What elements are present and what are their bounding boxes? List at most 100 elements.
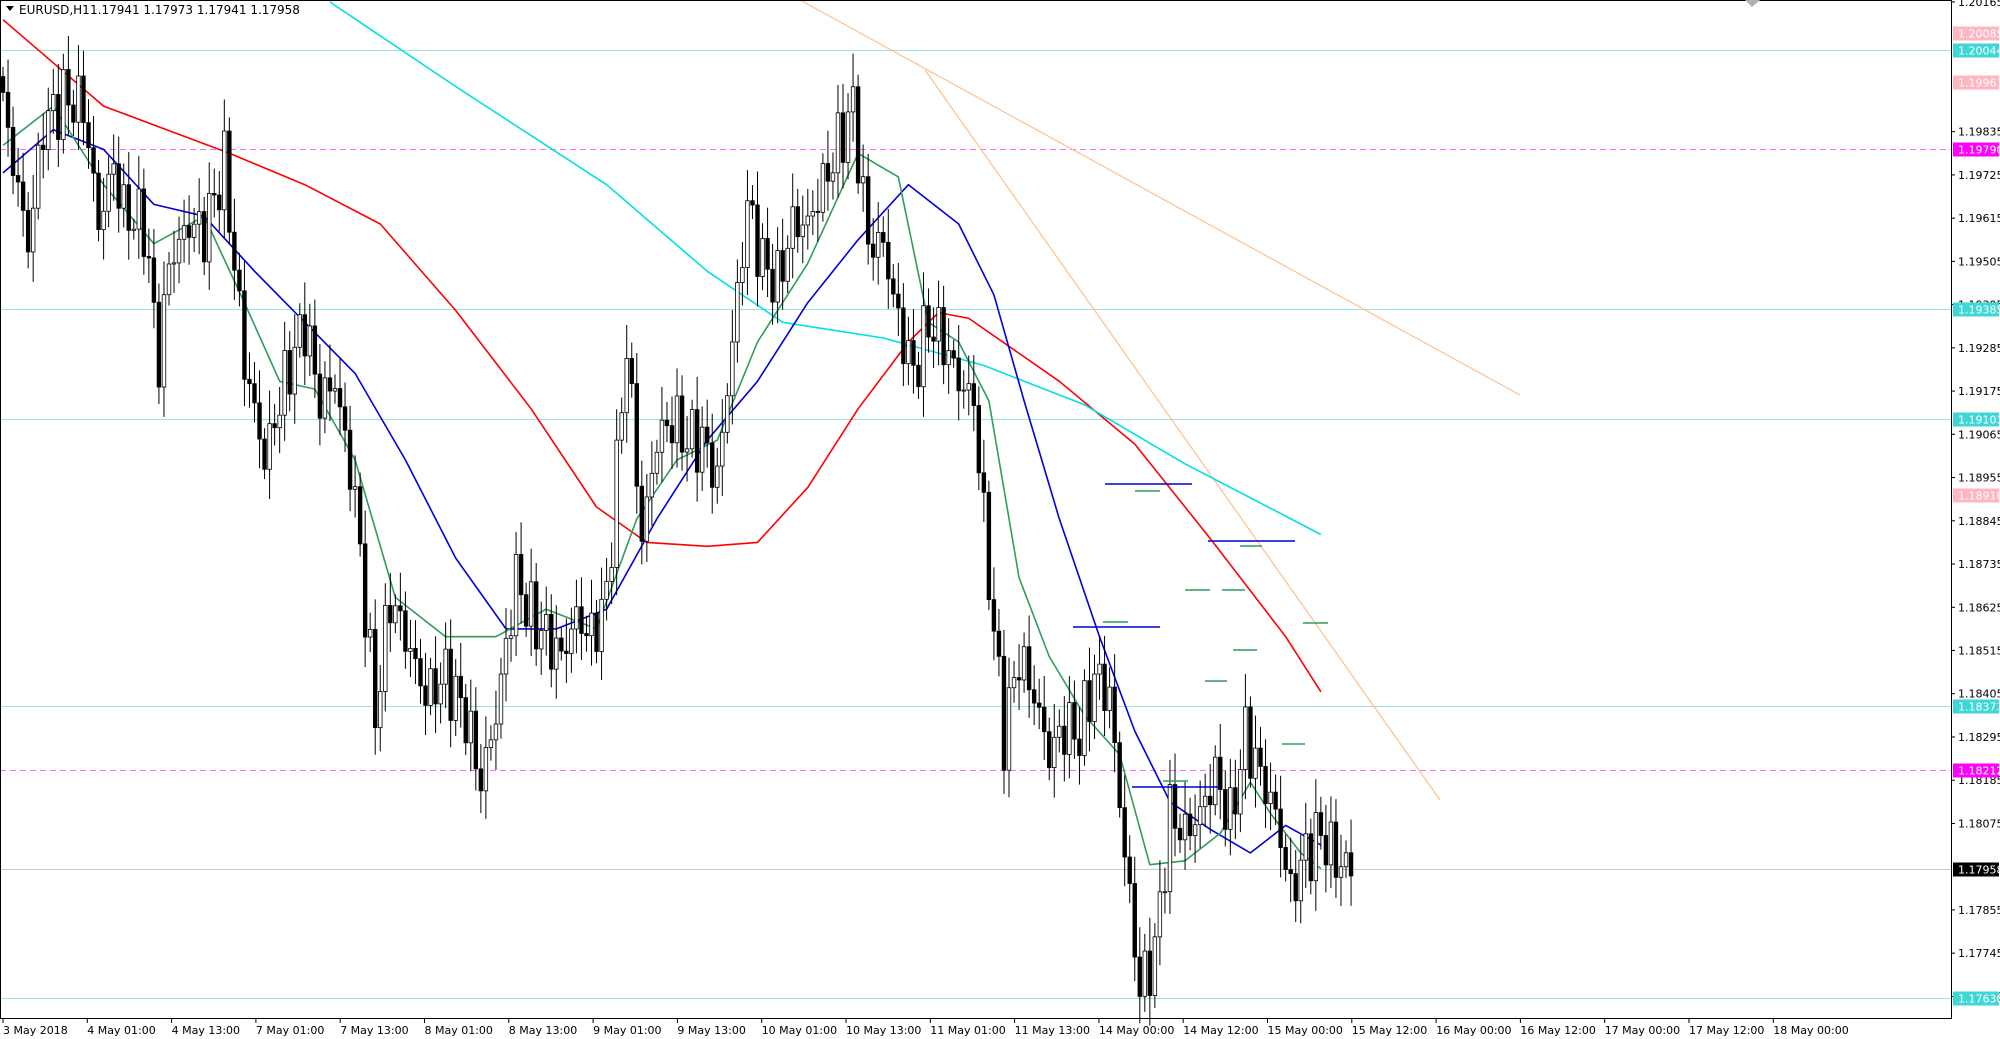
candle-body (433, 668, 438, 705)
candle (634, 352, 639, 514)
candle-body (362, 543, 368, 638)
candle (41, 113, 46, 179)
candle (5, 59, 11, 157)
candle (483, 716, 489, 819)
candle (564, 618, 569, 683)
chart-shift-icon[interactable] (1745, 0, 1760, 7)
candle-body (1288, 869, 1293, 875)
candle-body (1338, 866, 1344, 878)
candle-body (569, 628, 574, 655)
candle (870, 218, 876, 281)
candle (96, 160, 101, 242)
price-tick-label: 1.19725 (1958, 169, 2000, 182)
candle (1177, 813, 1183, 853)
candle-body (1303, 833, 1308, 861)
candle (1067, 676, 1072, 779)
candle-body (730, 341, 735, 397)
candle-body (1036, 702, 1042, 708)
candle (61, 53, 66, 154)
candle-body (106, 173, 111, 212)
candle-body (1258, 747, 1263, 767)
candle-body (896, 293, 901, 309)
candle-body (96, 172, 101, 230)
candle-body (554, 637, 559, 670)
candle (227, 117, 232, 245)
candle-body (830, 172, 836, 182)
candle (926, 288, 931, 353)
candle-body (252, 383, 257, 404)
candle-body (161, 294, 167, 388)
candle (186, 195, 192, 265)
candle (1021, 632, 1027, 693)
candle-body (141, 188, 147, 257)
candle (126, 152, 131, 260)
candle (25, 192, 31, 269)
candle (669, 396, 675, 470)
candle-body (1067, 702, 1072, 755)
candle (825, 130, 831, 211)
candle (845, 93, 851, 180)
candle (725, 383, 730, 444)
candle (840, 83, 846, 189)
price-tag (1953, 75, 1999, 90)
candle (217, 171, 222, 232)
candle (835, 85, 841, 198)
candle (191, 207, 197, 253)
candle (131, 218, 136, 240)
candle (1031, 665, 1037, 726)
candle-body (292, 346, 297, 395)
candle (539, 601, 544, 675)
candle-body (76, 75, 81, 123)
price-tag-label: 1.19961 (1958, 77, 2000, 90)
time-tick-label: 8 May 01:00 (425, 1024, 493, 1037)
candle (760, 223, 765, 291)
dropdown-triangle-icon[interactable] (6, 6, 14, 11)
candle-body (785, 247, 790, 282)
candle (730, 310, 735, 425)
candle-body (795, 206, 800, 238)
candle (1026, 615, 1032, 718)
candle-body (1092, 673, 1097, 723)
candle (1142, 933, 1148, 1012)
candle-body (654, 451, 660, 474)
candle-body (1026, 646, 1032, 691)
candle-body (1082, 680, 1087, 756)
candle-body (1333, 821, 1339, 878)
candle-body (81, 75, 86, 124)
candle (584, 615, 589, 652)
candle-body (835, 112, 841, 174)
price-tick-label: 1.19505 (1958, 255, 2000, 268)
candle-body (694, 409, 700, 473)
candle-body (1052, 736, 1057, 768)
candle (1117, 731, 1122, 818)
candle-body (649, 472, 655, 498)
candle-body (624, 358, 629, 414)
candle (196, 178, 202, 255)
candle-body (1157, 891, 1163, 938)
candle (805, 188, 810, 250)
candle-body (1273, 791, 1278, 810)
candle (956, 325, 961, 421)
candle-body (881, 232, 886, 243)
candle-body (1298, 859, 1303, 902)
time-tick-label: 17 May 00:00 (1605, 1024, 1680, 1037)
candle (1278, 775, 1283, 878)
candle (705, 399, 710, 468)
candle (1233, 759, 1238, 840)
candle (56, 63, 61, 168)
candle (508, 609, 514, 662)
candle (619, 397, 624, 454)
candle-body (1192, 824, 1198, 837)
candle (36, 132, 41, 220)
candle-body (1001, 655, 1007, 771)
candle (589, 579, 594, 666)
candle-body (760, 238, 765, 277)
candle-body (56, 94, 61, 140)
candle (166, 252, 172, 306)
candle-body (1223, 789, 1228, 830)
candle-body (408, 648, 413, 652)
candle (1147, 917, 1153, 1026)
time-tick-label: 11 May 01:00 (930, 1024, 1005, 1037)
trendlines (799, 0, 1521, 801)
